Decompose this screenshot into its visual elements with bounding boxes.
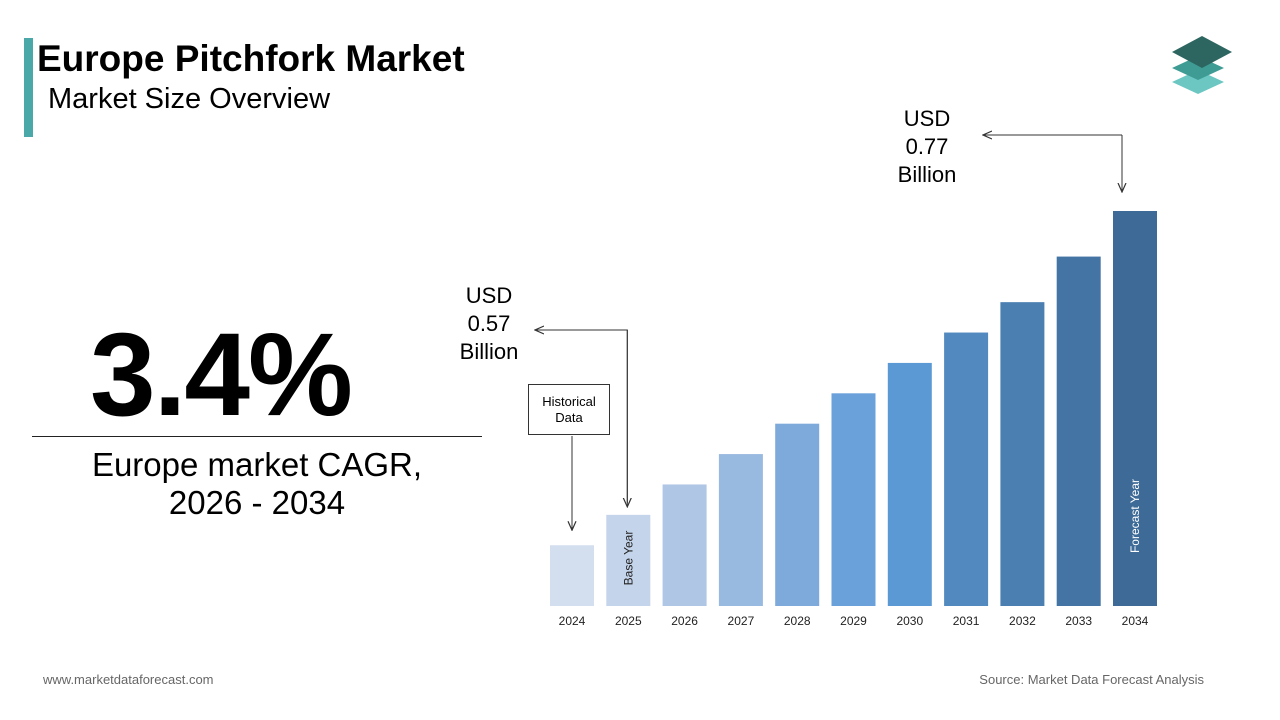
cagr-divider xyxy=(32,436,482,437)
x-tick-label-2024: 2024 xyxy=(559,614,586,628)
page-title: Europe Pitchfork Market xyxy=(37,38,465,79)
x-tick-label-2028: 2028 xyxy=(784,614,811,628)
bar-2029 xyxy=(831,393,876,606)
forecast-year-label: Forecast Year xyxy=(1128,479,1142,553)
bar-2027 xyxy=(718,454,763,606)
callout-end-value: USD 0.77 Billion xyxy=(886,105,968,189)
cagr-label-line1: Europe market CAGR, xyxy=(91,446,423,483)
x-tick-label-2032: 2032 xyxy=(1009,614,1036,628)
footer-source: Source: Market Data Forecast Analysis xyxy=(979,672,1204,687)
x-tick-label-2027: 2027 xyxy=(728,614,755,628)
cagr-label: Europe market CAGR, 2026 - 2034 xyxy=(32,446,482,522)
bar-2032 xyxy=(1000,302,1045,606)
x-tick-label-2029: 2029 xyxy=(840,614,867,628)
x-axis-labels: 2024 2025 2026 2027 2028 2029 2030 2031 2032 2033… xyxy=(559,614,1149,628)
callout-end-line3: Billion xyxy=(897,162,957,187)
callout-start-line2: 0.57 xyxy=(467,311,511,336)
bar-2024 xyxy=(550,545,594,606)
x-tick-label-2030: 2030 xyxy=(896,614,923,628)
callout-start-line3: Billion xyxy=(459,339,519,364)
x-tick-label-2031: 2031 xyxy=(953,614,980,628)
callout-end-line2: 0.77 xyxy=(905,134,949,159)
x-tick-label-2033: 2033 xyxy=(1065,614,1092,628)
x-tick-label-2034: 2034 xyxy=(1122,614,1149,628)
bar-2033 xyxy=(1056,256,1101,606)
bar-2034 xyxy=(1113,211,1157,606)
x-tick-label-2026: 2026 xyxy=(671,614,698,628)
base-year-label: Base Year xyxy=(621,531,635,586)
x-tick-label-2025: 2025 xyxy=(615,614,642,628)
callout-end-line1: USD xyxy=(903,106,951,131)
in-bar-labels: Base Year Forecast Year xyxy=(621,479,1142,585)
logo-icon xyxy=(1172,36,1232,94)
callout-start-value: USD 0.57 Billion xyxy=(448,282,530,366)
title-accent-bar xyxy=(24,38,33,137)
bar-2031 xyxy=(944,332,989,606)
cagr-value: 3.4% xyxy=(90,309,353,441)
callout-start-line1: USD xyxy=(465,283,513,308)
footer-website: www.marketdataforecast.com xyxy=(43,672,214,687)
historical-box-line1: Historical xyxy=(542,393,596,409)
page-subtitle: Market Size Overview xyxy=(48,83,331,115)
historical-data-box: Historical Data xyxy=(528,384,610,435)
bar-2026 xyxy=(662,484,707,606)
bar-2025 xyxy=(606,514,651,606)
bars-group xyxy=(550,211,1157,606)
cagr-label-line2: 2026 - 2034 xyxy=(168,484,346,521)
callout-arrows xyxy=(536,135,1122,529)
bar-2030 xyxy=(887,362,932,606)
bar-2028 xyxy=(775,423,820,606)
historical-box-line2: Data xyxy=(555,409,583,425)
